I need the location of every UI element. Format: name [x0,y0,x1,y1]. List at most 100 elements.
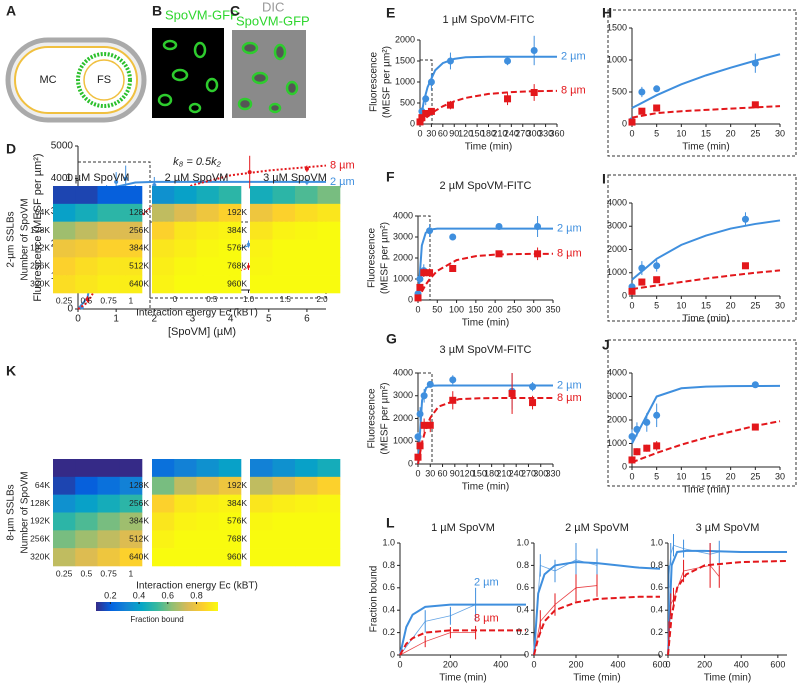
heat-cell [152,548,175,567]
row-label: 640K [129,278,149,288]
y-tick-label: 4000 [51,173,74,184]
heat-cell [75,203,98,222]
row-label: 576K [227,516,247,526]
y-tick-label: 1.0 [650,537,663,547]
row-label: 384K [227,225,247,235]
point [449,265,457,272]
zoom-panel [607,339,797,487]
heat-cell [250,257,273,276]
heat-cell [152,257,175,276]
x-tick-label: 0 [629,471,634,481]
x-tick-label: 0.75 [100,295,117,305]
heat-cell [75,239,98,258]
y-tick-label: 0 [408,458,413,468]
heat-cell [53,186,76,205]
x-tick-label: 10 [676,300,686,310]
point [427,78,435,86]
series-label: 2 µm [557,223,582,235]
y-tick-label: 2000 [395,34,415,44]
heat-cell [250,221,273,240]
heat-cell [119,548,143,567]
x-tick-label: 5 [266,314,272,325]
heat-cell [152,494,175,513]
point [643,418,651,426]
chart-title: 1 µM SpoVM-FITC [443,14,535,26]
heat-cell [97,239,121,258]
point [751,101,759,109]
x-tick-label: 100 [449,304,464,314]
x-tick-label: 0 [629,300,634,310]
chart-title: 2 µM SpoVM-FITC [440,180,532,192]
colorbar-tick-label: 0.8 [190,590,203,600]
heat-cell [218,239,242,258]
heatmap-title: 2 µM SpoVM [165,172,229,184]
heat-cell [119,257,143,276]
x-tick-label: 15 [701,128,711,138]
point [416,118,424,126]
heat-cell [317,494,341,513]
row-label: 384K [227,498,247,508]
point [508,389,516,397]
row-label: 512K [129,534,149,544]
heat-cell [152,203,175,222]
row-label: 768K [227,261,247,271]
row-label: 128K [129,207,149,217]
point [247,242,250,246]
point [638,264,646,272]
x-tick-label: 0.25 [56,295,73,305]
x-axis-label: Time (min) [573,673,620,684]
x-tick-label: 30 [426,128,436,138]
row-label: 320K [30,278,50,288]
x-tick-label: 25 [750,471,760,481]
heat-cell [119,494,143,513]
x-tick-label: 2.0 [316,295,328,304]
heat-cell [119,459,143,478]
series-label: 2 µm [561,51,586,63]
heat-cell [75,476,98,495]
x-tick-label: 0.5 [80,295,92,305]
heat-cell [272,275,296,294]
y-tick-label: 0 [67,304,73,315]
x-tick-label: 0.25 [56,568,73,578]
label: FS [97,74,111,86]
heat-cell [196,530,220,549]
y-tick-label: 0.4 [382,605,395,615]
y-tick-label: 1000 [607,54,627,64]
heat-cell [97,203,121,222]
heat-cell [317,530,341,549]
x-tick-label: 150 [468,304,483,314]
point [414,453,422,461]
heat-cell [119,221,143,240]
heat-cell [196,186,220,205]
heat-cell [97,494,121,513]
point [449,396,457,404]
x-tick-label: 200 [697,659,712,669]
heat-cell [250,530,273,549]
row-label: 256K [30,534,50,544]
x-tick-label: 0 [629,128,634,138]
point [633,425,641,433]
row-label: 192K [30,243,50,253]
series-label: 8 µm [474,612,499,624]
heat-cell [250,512,273,531]
row-label: 64K [35,480,50,490]
point [414,294,422,302]
point [449,233,457,241]
x-tick-label: 600 [652,659,667,669]
heat-cell [317,239,341,258]
x-tick-label: 0.75 [100,568,117,578]
heat-cell [272,476,296,495]
heat-cell [250,239,273,258]
x-tick-label: 5 [654,128,659,138]
x-tick-label: 210 [492,128,507,138]
point [504,57,512,65]
heat-cell [295,494,318,513]
point [653,276,661,284]
heat-cell [295,221,318,240]
heat-cell [75,530,98,549]
panel-letter: G [386,331,397,347]
heat-cell [295,275,318,294]
heat-cell [152,459,175,478]
point [416,283,424,291]
heat-cell [174,512,197,531]
